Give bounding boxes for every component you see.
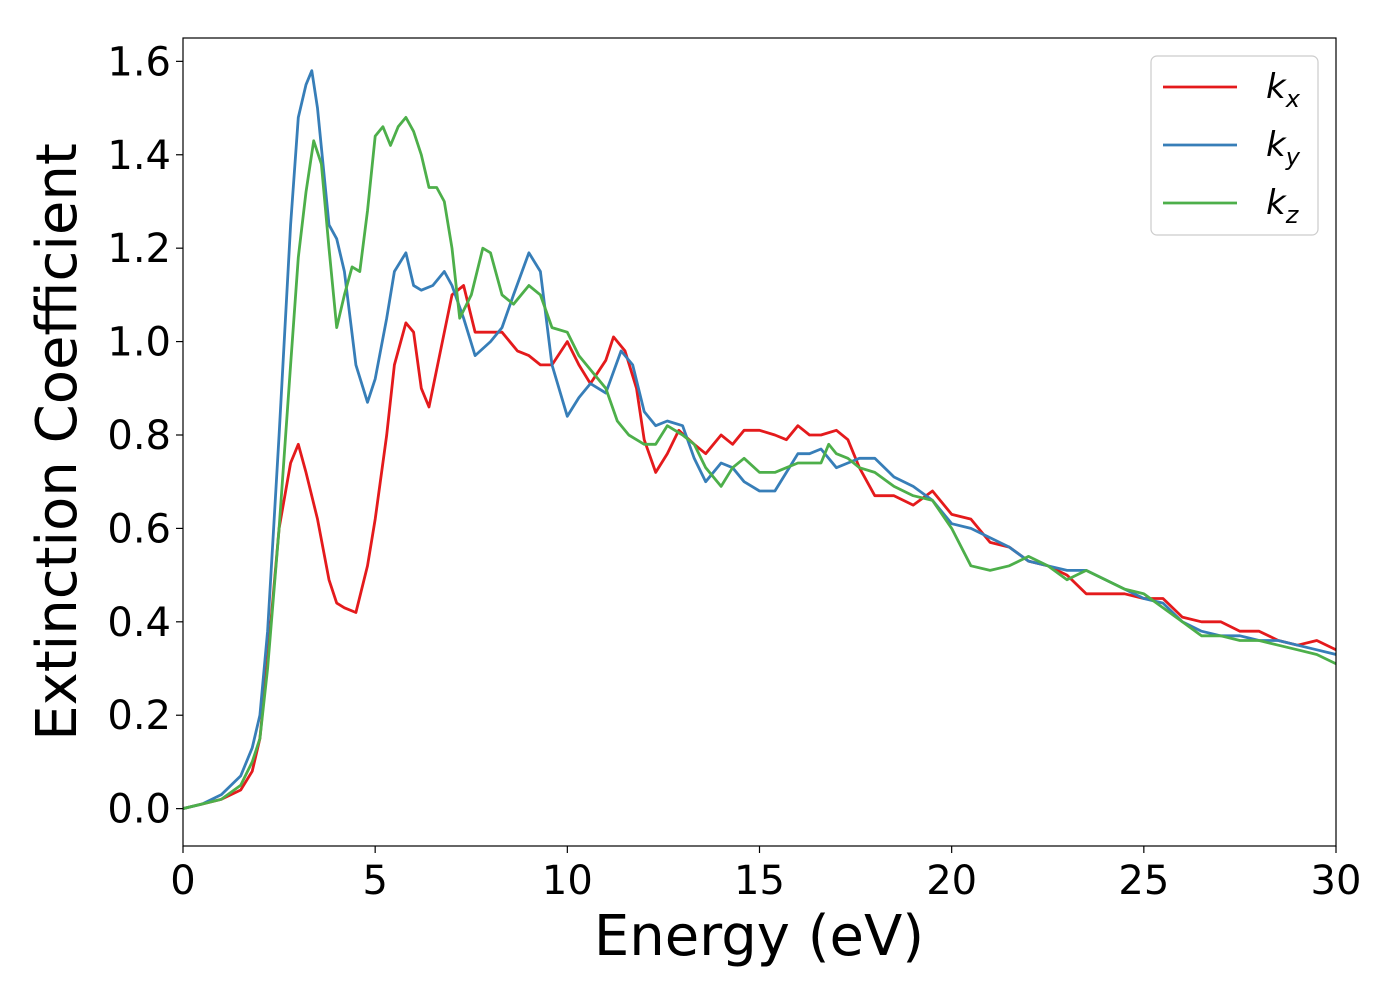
- x-tick-label: 15: [734, 858, 785, 904]
- x-tick-label: 30: [1311, 858, 1362, 904]
- x-tick-label: 5: [362, 858, 387, 904]
- series-line-kz: [183, 116, 1336, 810]
- y-tick-label: 1.4: [107, 133, 171, 179]
- y-tick-label: 0.2: [107, 693, 171, 739]
- x-axis-title: Energy (eV): [594, 904, 924, 969]
- x-tick-label: 0: [170, 858, 195, 904]
- x-axis: 0 5 10 15 20 25 30: [170, 846, 1361, 904]
- y-tick-label: 0.4: [107, 600, 171, 646]
- y-tick-label: 0.8: [107, 413, 171, 459]
- x-tick-label: 10: [542, 858, 593, 904]
- series-line-ky: [183, 69, 1336, 810]
- y-tick-label: 1.6: [107, 39, 171, 85]
- y-axis: 0.0 0.2 0.4 0.6 0.8 1.0 1.2 1.4 1.6: [107, 39, 183, 833]
- y-axis-title: Extinction Coefficient: [25, 143, 90, 741]
- y-tick-label: 1.0: [107, 320, 171, 366]
- y-tick-label: 1.2: [107, 226, 171, 272]
- x-tick-label: 25: [1118, 858, 1169, 904]
- y-tick-label: 0.0: [107, 787, 171, 833]
- x-tick-label: 20: [926, 858, 977, 904]
- y-tick-label: 0.6: [107, 506, 171, 552]
